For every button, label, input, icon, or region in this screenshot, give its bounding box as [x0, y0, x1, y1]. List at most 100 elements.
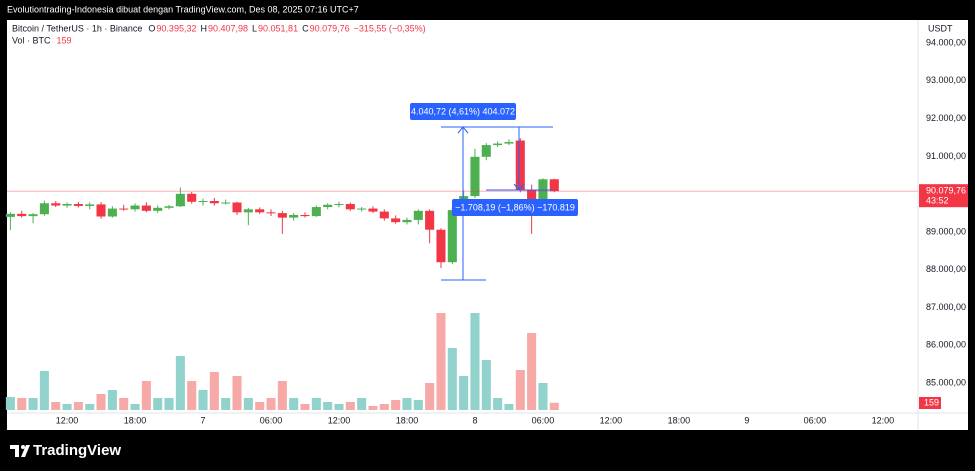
candle-body — [334, 204, 344, 206]
candle-body — [187, 193, 197, 202]
x-tick-label: 7 — [201, 415, 206, 425]
volume-bar — [493, 398, 503, 410]
candle-body — [130, 205, 140, 210]
volume-bar — [187, 381, 197, 410]
volume-bar — [277, 381, 287, 410]
candle-body — [164, 206, 174, 208]
candle-body — [119, 208, 129, 210]
volume-bar — [39, 371, 49, 410]
volume-bar — [5, 397, 15, 410]
candle-body — [413, 210, 423, 220]
candle-body — [221, 202, 231, 204]
price-badge-value: 90.079,76 — [926, 186, 966, 196]
volume-bar — [391, 400, 401, 410]
candle-body — [255, 209, 265, 213]
candle-body — [62, 204, 72, 206]
x-tick-label: 06:00 — [260, 415, 283, 425]
legend-value: 90.079,76 — [310, 23, 350, 33]
volume-bar — [175, 356, 185, 410]
volume-badge — [919, 397, 941, 409]
volume-bar — [470, 313, 480, 410]
candle-body — [198, 201, 208, 203]
logo — [10, 445, 30, 457]
volume-bar — [28, 398, 38, 410]
volume-bar — [481, 360, 491, 410]
x-tick-label: 12:00 — [328, 415, 351, 425]
volume-bar — [17, 398, 27, 410]
logo-text: TradingView — [33, 442, 121, 459]
volume-bar — [153, 398, 163, 410]
volume-bar — [289, 398, 299, 410]
x-tick-label: 8 — [472, 415, 477, 425]
volume-label: Vol · BTC — [12, 35, 51, 45]
volume-badge-value: 159 — [924, 397, 939, 407]
legend-value: 90.051,81 — [258, 23, 298, 33]
y-tick-label: 86.000,00 — [926, 340, 966, 350]
candle-body — [39, 203, 49, 215]
y-tick-label: 87.000,00 — [926, 302, 966, 312]
volume-bar — [164, 398, 174, 410]
legend-key: O — [148, 23, 155, 33]
candle-body — [107, 208, 117, 217]
range-down-label-box — [452, 199, 578, 216]
candle-body — [481, 145, 491, 157]
candle-body — [391, 218, 401, 223]
range-up-label: 4.040,72 (4,61%) 404.072 — [411, 106, 515, 116]
candle-body — [527, 190, 537, 200]
range-up-label-box — [410, 103, 516, 120]
candle-body — [243, 209, 253, 213]
candle-body — [447, 210, 457, 263]
candle-body — [300, 214, 310, 217]
candle-body — [141, 205, 151, 211]
volume-bar — [549, 402, 559, 410]
volume-bar — [345, 402, 355, 410]
y-tick-label: 89.000,00 — [926, 226, 966, 236]
volume-bar — [413, 400, 423, 410]
candle-body — [96, 204, 106, 217]
candle-body — [323, 204, 333, 208]
candle-body — [311, 207, 321, 217]
x-tick-label: 06:00 — [532, 415, 555, 425]
volume-bar — [243, 398, 253, 410]
marks — [5, 138, 559, 410]
y-tick-label: 88.000,00 — [926, 264, 966, 274]
volume-bar — [357, 398, 367, 410]
candle-body — [345, 204, 355, 210]
countdown: 43:52 — [926, 196, 949, 206]
volume-bar — [51, 402, 61, 410]
volume-bar — [527, 333, 537, 410]
candle-body — [153, 207, 163, 211]
volume-bar — [425, 383, 435, 410]
volume-bar — [311, 398, 321, 410]
volume-bar — [209, 372, 219, 410]
candle-body — [515, 140, 525, 191]
candle-body — [85, 204, 95, 206]
candle-body — [289, 214, 299, 218]
candle-body — [5, 213, 15, 217]
x-tick-label: 18:00 — [396, 415, 419, 425]
volume-bar — [255, 402, 265, 410]
range-down — [486, 126, 553, 191]
volume-bar — [459, 376, 469, 410]
symbol: Bitcoin / TetherUS · 1h · Binance — [12, 23, 142, 33]
volume-bar — [62, 404, 72, 410]
volume-bar — [107, 390, 117, 410]
volume-bar — [119, 398, 129, 410]
candle-body — [175, 193, 185, 207]
price-badge — [919, 184, 968, 208]
y-tick-label: 91.000,00 — [926, 151, 966, 161]
legend-key: L — [252, 23, 257, 33]
range-down-label: −1.708,19 (−1,86%) −170.819 — [455, 202, 575, 212]
candle-body — [51, 203, 61, 206]
volume-bar — [334, 404, 344, 410]
x-tick-label: 06:00 — [804, 415, 827, 425]
candle-body — [209, 201, 219, 204]
candle-body — [470, 156, 480, 197]
volume-bar — [379, 404, 389, 410]
volume-bar — [232, 376, 242, 410]
x-tick-label: 18:00 — [124, 415, 147, 425]
x-tick-label: 12:00 — [600, 415, 623, 425]
volume-bar — [73, 402, 83, 410]
candle-body — [232, 202, 242, 213]
volume-bar — [447, 348, 457, 410]
